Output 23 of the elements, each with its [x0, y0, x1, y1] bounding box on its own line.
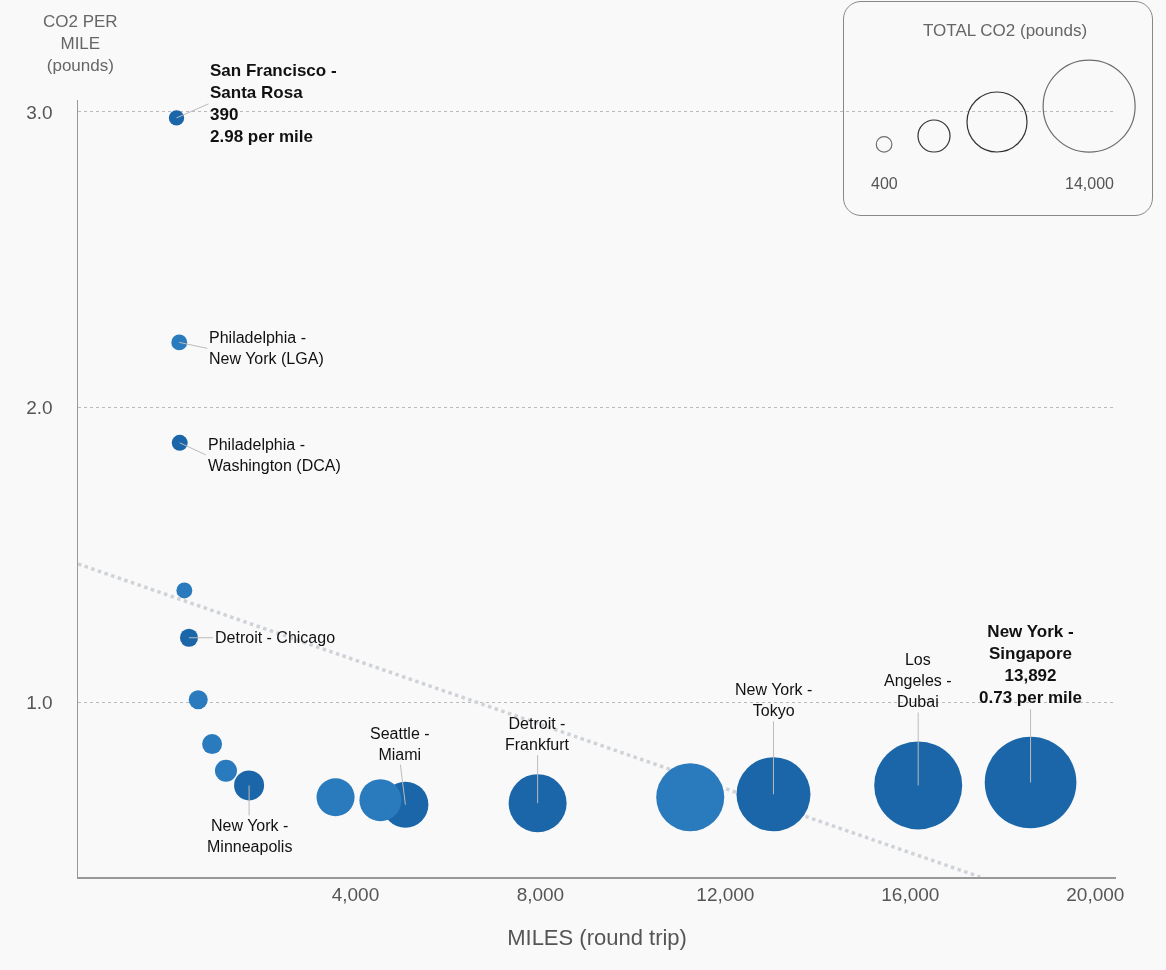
- annotation: New York - Singapore 13,892 0.73 per mile: [979, 622, 1083, 708]
- annotation: Los Angeles - Dubai: [884, 651, 952, 710]
- y-tick-label: 3.0: [26, 101, 53, 123]
- y-tick-label: 2.0: [26, 397, 53, 419]
- annotation: San Francisco - Santa Rosa 390 2.98 per mile: [210, 61, 337, 147]
- annotation: Detroit - Frankfurt: [505, 715, 570, 753]
- x-tick-label: 4,000: [331, 884, 380, 906]
- legend-title: TOTAL CO2 (pounds): [923, 21, 1088, 40]
- x-tick-label: 16,000: [881, 884, 940, 906]
- y-axis-title: CO2 PER MILE (pounds): [43, 12, 118, 76]
- x-tick-label: 8,000: [516, 884, 565, 906]
- annotation: Seattle - Miami: [370, 725, 430, 763]
- x-tick-label: 20,000: [1066, 884, 1125, 906]
- annotation: Philadelphia - New York (LGA): [209, 329, 324, 367]
- annotation: Detroit - Chicago: [215, 629, 336, 646]
- legend-label: 400: [871, 175, 898, 192]
- x-axis-title: MILES (round trip): [507, 924, 687, 950]
- annotation: New York - Tokyo: [735, 681, 813, 719]
- y-tick-label: 1.0: [26, 692, 53, 714]
- x-tick-label: 12,000: [696, 884, 755, 906]
- annotation: New York - Minneapolis: [207, 817, 293, 855]
- annotation: Philadelphia - Washington (DCA): [208, 436, 341, 474]
- legend-label: 14,000: [1065, 175, 1115, 192]
